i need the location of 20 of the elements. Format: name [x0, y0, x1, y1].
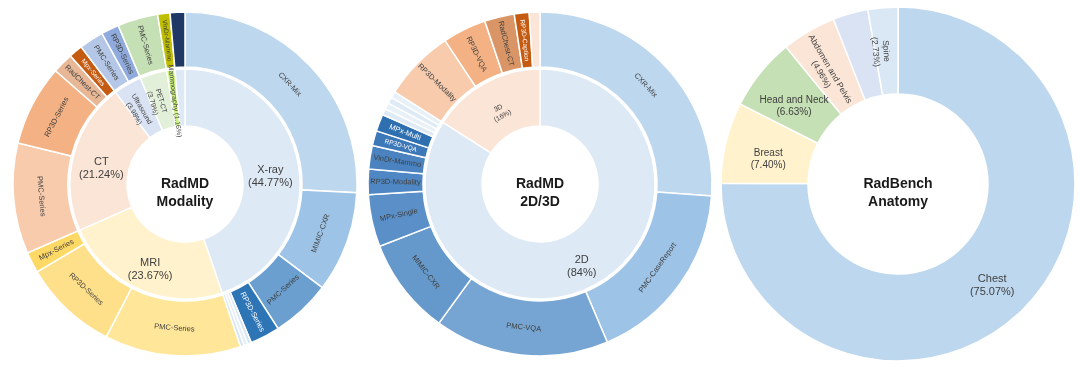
data-label: (6.63%) — [776, 106, 812, 118]
slice-label: X-ray — [257, 162, 284, 175]
slice-label: Breast — [753, 146, 783, 158]
slice-label: Head and Neck — [759, 94, 830, 106]
data-label: (7.40%) — [750, 158, 786, 170]
donut-slice — [720, 6, 1076, 362]
slice-label: CT — [93, 155, 109, 168]
slice-label: 2D — [574, 252, 589, 265]
data-label: (2.73%) — [869, 36, 883, 68]
slice-label: MRI — [140, 256, 161, 269]
text: RadMD Modality — [156, 175, 214, 209]
slice-label: Spine — [880, 39, 893, 63]
text: RadMD 2D/3D — [515, 175, 565, 209]
data-label: (21.24%) — [78, 168, 124, 181]
slice-label: Chest — [977, 271, 1007, 284]
data-label: (84%) — [567, 265, 597, 278]
data-label: (23.67%) — [127, 269, 173, 282]
text: RadBench Anatomy — [863, 175, 933, 209]
data-label: (75.07%) — [969, 284, 1015, 297]
data-label: (44.77%) — [248, 175, 293, 188]
